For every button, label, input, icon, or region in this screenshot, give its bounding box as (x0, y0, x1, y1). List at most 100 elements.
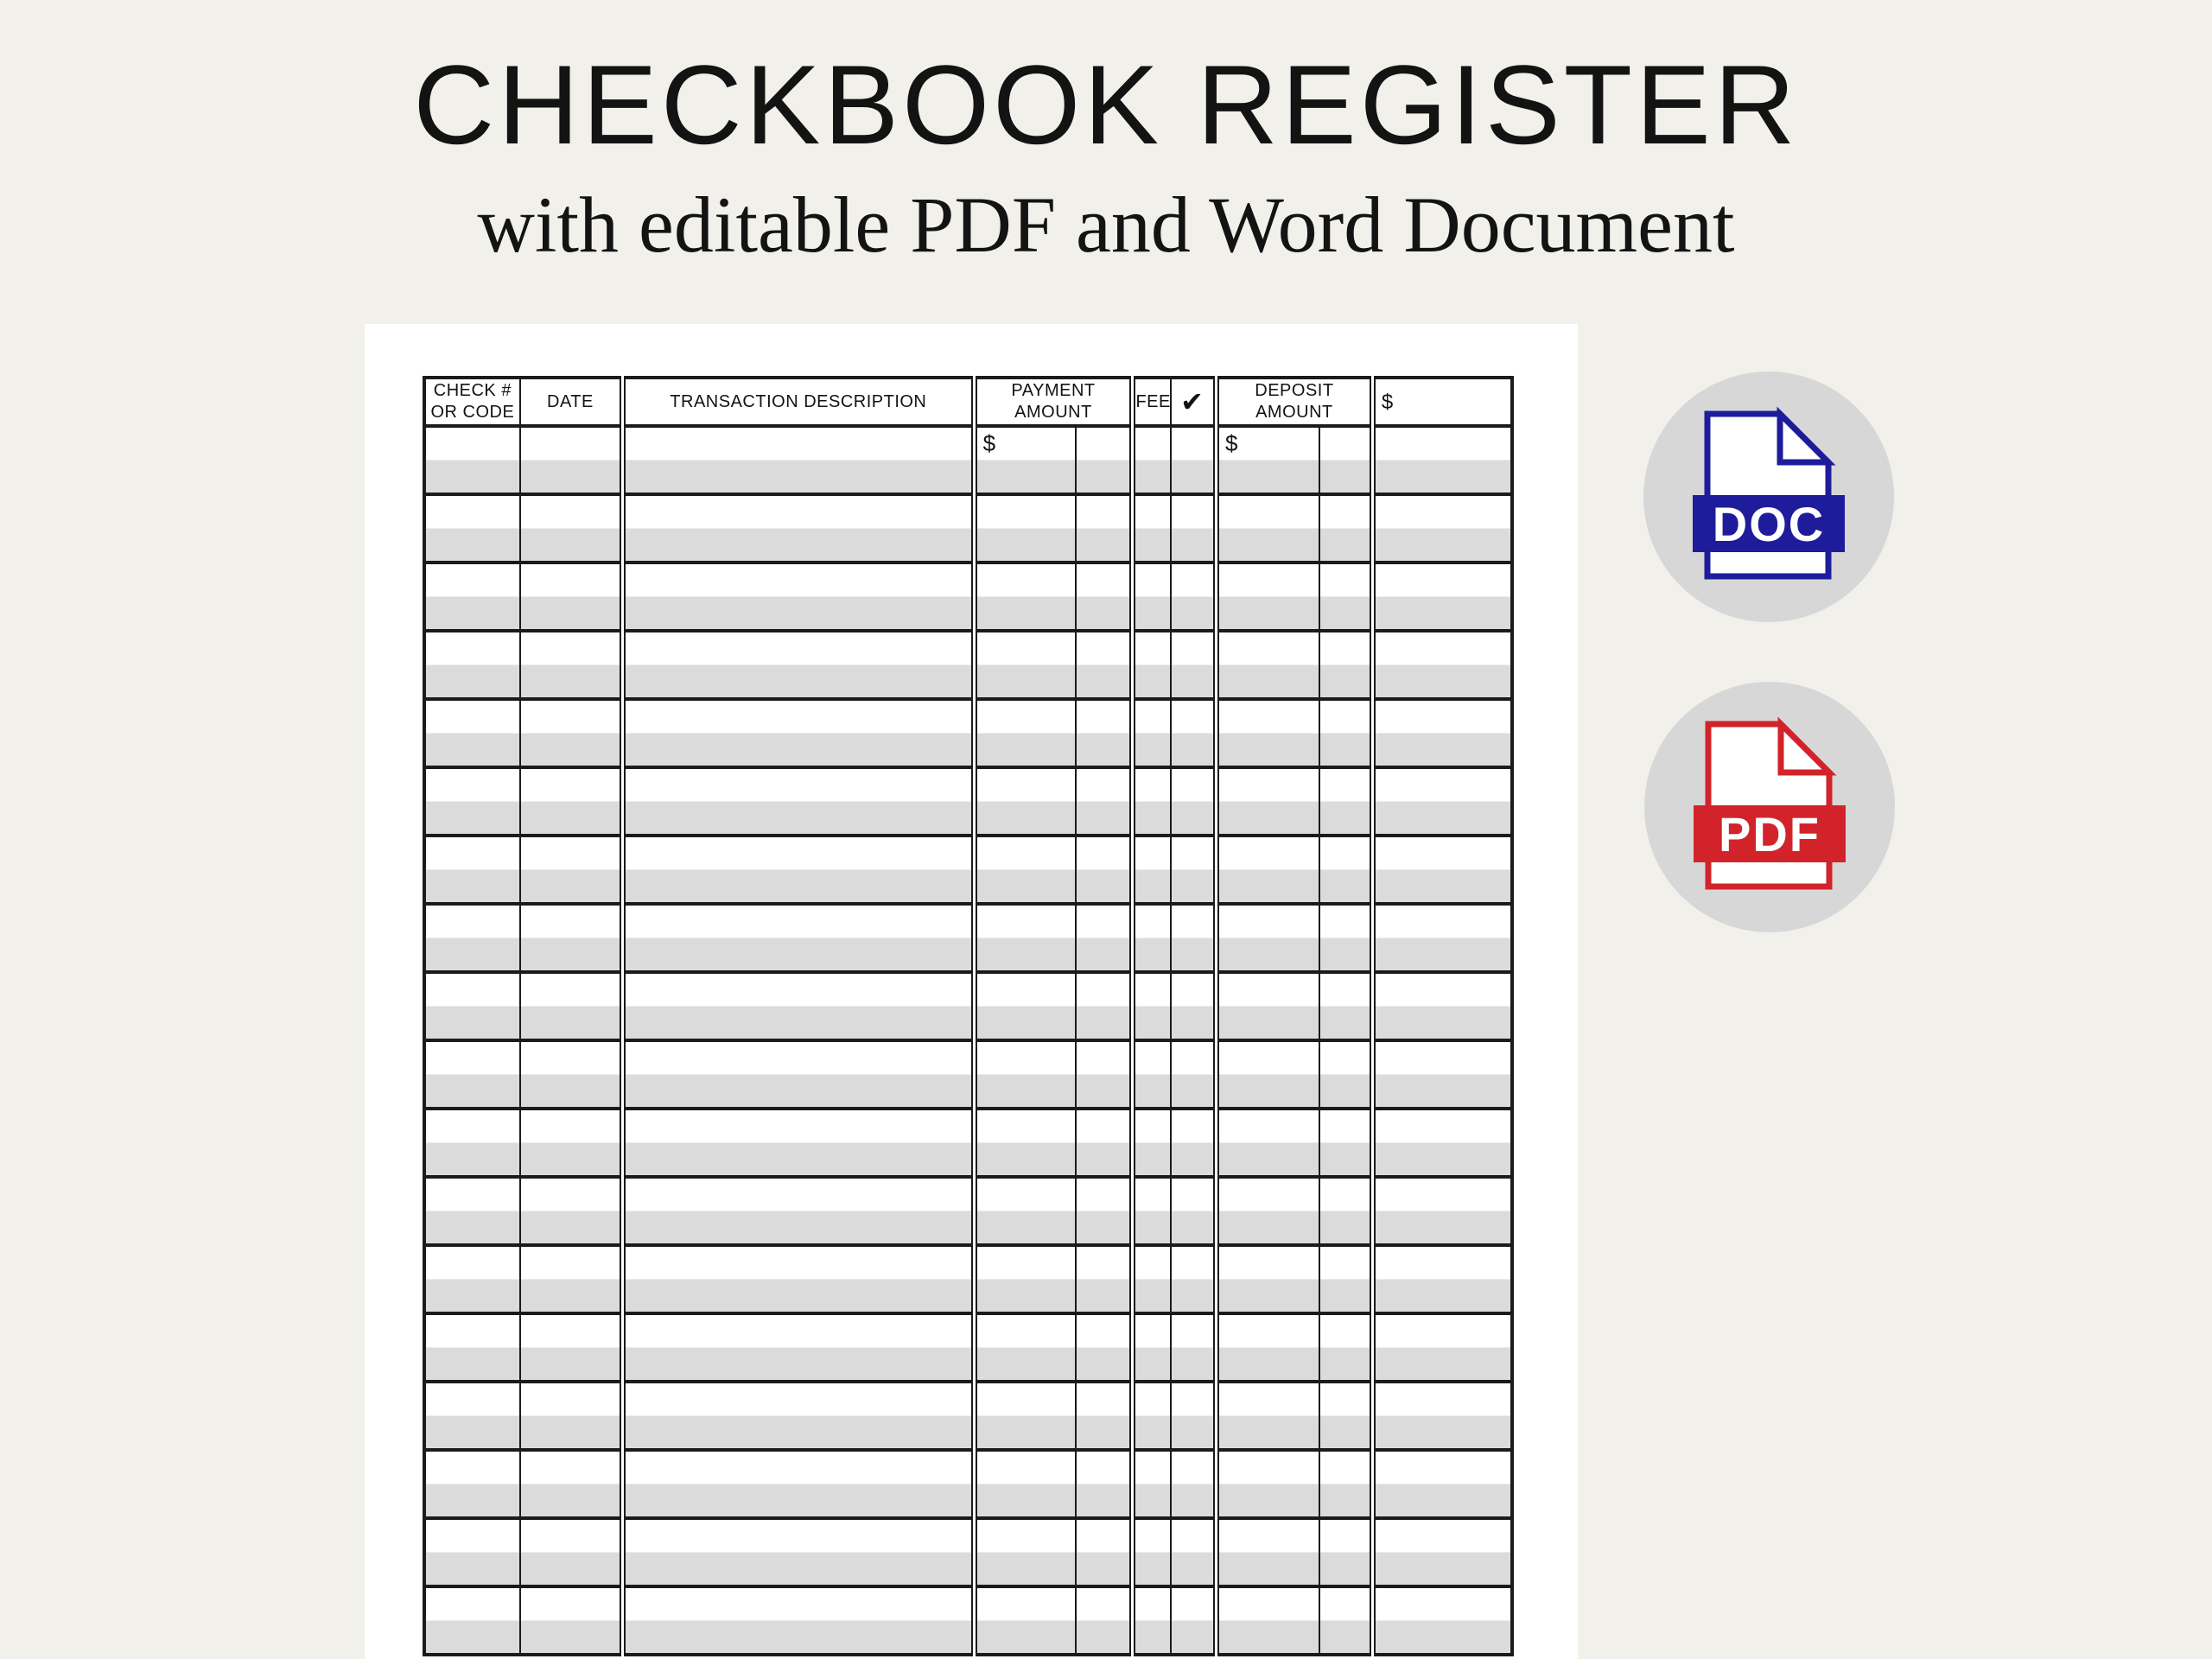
register-cell (1169, 1108, 1219, 1178)
register-cell (1074, 835, 1136, 905)
register-cell (1319, 562, 1376, 632)
register-cell (1131, 698, 1172, 768)
register-cell (1169, 1313, 1219, 1382)
register-cell (1319, 835, 1376, 905)
register-cell (1371, 971, 1513, 1041)
register-cell (518, 1449, 626, 1519)
register-cell (1215, 1517, 1321, 1587)
register-cell (621, 630, 977, 700)
register-cell (518, 1517, 626, 1587)
register-cell (423, 903, 521, 973)
doc-banner (1693, 495, 1845, 552)
register-cell (1215, 1313, 1321, 1382)
register-cell (1131, 493, 1172, 563)
register-cell (518, 1381, 626, 1451)
register-cell (973, 493, 1077, 563)
register-cell (1215, 1039, 1321, 1109)
register-cell (973, 1039, 1077, 1109)
checkbook-register-table: CHECK # OR CODE DATE TRANSACTION DESCRIP… (423, 376, 1514, 1656)
register-row (423, 493, 1513, 563)
register-cell (1074, 562, 1136, 632)
register-cell (423, 1313, 521, 1382)
register-row (423, 835, 1513, 905)
register-cell (1215, 1381, 1321, 1451)
register-cell (973, 903, 1077, 973)
register-cell (1131, 1586, 1172, 1656)
register-cell (1169, 1449, 1219, 1519)
doc-file-icon: DOC (1643, 372, 1894, 622)
register-cell (1074, 630, 1136, 700)
deposit-dollar-prefix: $ (1215, 425, 1321, 495)
register-sheet: CHECK # OR CODE DATE TRANSACTION DESCRIP… (365, 324, 1578, 1659)
register-cell (973, 1449, 1077, 1519)
register-cell (1371, 1449, 1513, 1519)
register-row (423, 1586, 1513, 1656)
register-cell (1169, 1517, 1219, 1587)
register-cell (1371, 562, 1513, 632)
register-cell (518, 630, 626, 700)
register-cell (1169, 1586, 1219, 1656)
register-cell (1074, 493, 1136, 563)
register-cell (1169, 1176, 1219, 1246)
col-header-cleared checkmark-icon: ✔ (1169, 377, 1219, 428)
register-cell (621, 1381, 977, 1451)
register-cell (1371, 1381, 1513, 1451)
register-cell (621, 1517, 977, 1587)
register-cell (1074, 903, 1136, 973)
register-cell (423, 1108, 521, 1178)
register-cell (1074, 1176, 1136, 1246)
register-cell (1074, 1313, 1136, 1382)
register-cell (518, 903, 626, 973)
register-cell (423, 1381, 521, 1451)
register-cell (1319, 971, 1376, 1041)
register-cell (1074, 1039, 1136, 1109)
register-row: $ $ (423, 425, 1513, 495)
register-cell (1131, 630, 1172, 700)
register-cell (1319, 1517, 1376, 1587)
col-header-deposit-amount: DEPOSIT AMOUNT (1215, 377, 1376, 428)
register-cell (518, 1108, 626, 1178)
register-cell (1074, 1586, 1136, 1656)
register-cell (1371, 698, 1513, 768)
register-rows: $ $ (423, 425, 1513, 1656)
register-cell (1131, 1244, 1172, 1314)
register-cell (1371, 1108, 1513, 1178)
register-cell (1131, 766, 1172, 836)
register-cell (1074, 1449, 1136, 1519)
register-cell (1319, 1108, 1376, 1178)
file-fold-corner (1777, 716, 1837, 776)
register-cell (518, 971, 626, 1041)
register-cell (1131, 1108, 1172, 1178)
register-cell (1131, 903, 1172, 973)
register-cell (973, 835, 1077, 905)
register-cell (518, 1039, 626, 1109)
register-cell (518, 425, 626, 495)
register-row (423, 766, 1513, 836)
register-row (423, 1108, 1513, 1178)
register-cell (1319, 1313, 1376, 1382)
register-cell (518, 1176, 626, 1246)
register-cell (1169, 1381, 1219, 1451)
register-cell (423, 562, 521, 632)
register-cell (621, 1449, 977, 1519)
register-cell (1371, 1586, 1513, 1656)
register-cell (423, 1244, 521, 1314)
register-cell (973, 1108, 1077, 1178)
register-cell (518, 698, 626, 768)
payment-dollar-prefix: $ (973, 425, 1077, 495)
register-cell (423, 493, 521, 563)
register-cell (973, 1244, 1077, 1314)
register-row (423, 1039, 1513, 1109)
register-cell (621, 1039, 977, 1109)
register-row (423, 1517, 1513, 1587)
doc-file-badge: DOC (1643, 372, 1894, 622)
register-cell (1074, 1517, 1136, 1587)
register-cell (423, 425, 521, 495)
register-row (423, 1176, 1513, 1246)
register-cell (1215, 562, 1321, 632)
register-row (423, 1244, 1513, 1314)
register-header-row: CHECK # OR CODE DATE TRANSACTION DESCRIP… (423, 377, 1513, 428)
register-cell (1319, 1381, 1376, 1451)
register-cell (1215, 971, 1321, 1041)
